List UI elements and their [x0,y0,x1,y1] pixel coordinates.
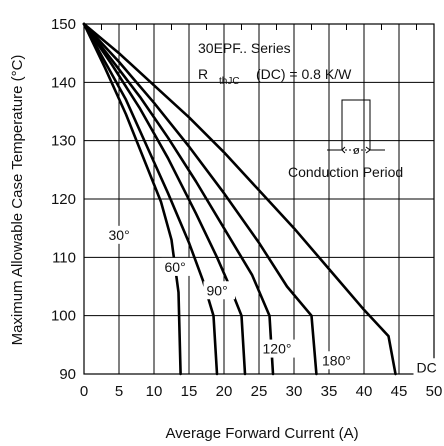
annotations: 30EPF.. Series R thJC (DC) = 0.8 K/W ø C… [198,40,403,180]
x-tick-label: 10 [146,383,163,400]
y-tick-label: 130 [51,133,76,150]
rth-r: R [198,66,208,82]
series-label-1: 60° [165,259,186,275]
x-tick-label: 25 [251,383,268,400]
y-tick-label: 100 [51,308,76,325]
x-tick-label: 5 [115,383,123,400]
x-tick-label: 15 [181,383,198,400]
y-axis-title: Maximum Allowable Case Temperature (°C) [9,55,26,346]
grid [83,23,435,375]
x-tick-label: 40 [356,383,373,400]
y-tick-label: 110 [52,249,76,266]
series-label-bg-3 [259,339,300,358]
series-label-bg-1 [161,257,193,276]
series-group: 30° 60° 90° 120° 180° DC [82,22,437,377]
y-tick-label: 150 [51,16,76,33]
conduction-period-label: Conduction Period [288,164,403,180]
plot-frame [83,23,435,375]
conduction-waveform: ø [327,99,385,157]
x-tick-label: 45 [391,383,408,400]
series-label-bg-5 [413,358,437,377]
series-label-bg-2 [203,281,235,300]
series-line-0 [82,22,182,376]
series-line-4 [82,22,318,376]
x-tick-label: 35 [321,383,338,400]
series-name-label: 30EPF.. Series [198,40,291,56]
series-label-4: 180° [322,352,351,368]
y-tick-label: 140 [51,74,76,91]
series-label-0: 30° [109,227,130,243]
rth-value: (DC) = 0.8 K/W [256,66,352,82]
y-tick-label: 120 [51,191,76,208]
tick-labels: 0 5 10 15 20 25 30 35 40 45 50 90 100 110 120 130 140 150 [51,16,442,400]
series-label-bg-0 [105,225,137,244]
y-tick-label: 90 [59,366,76,383]
series-line-3 [82,22,275,376]
phi-symbol: ø [353,145,360,157]
series-label-bg-4 [319,351,359,370]
series-line-1 [82,22,219,376]
x-tick-label: 0 [80,383,88,400]
series-label-3: 120° [263,341,292,357]
series-line-5 [82,22,397,376]
x-tick-label: 20 [216,383,233,400]
x-tick-label: 30 [286,383,303,400]
series-label-2: 90° [207,282,228,298]
x-axis-title: Average Forward Current (A) [165,425,358,442]
series-line-2 [82,22,247,376]
x-tick-label: 50 [426,383,443,400]
series-label-5: DC [417,359,437,375]
rth-subscript: thJC [219,76,240,87]
